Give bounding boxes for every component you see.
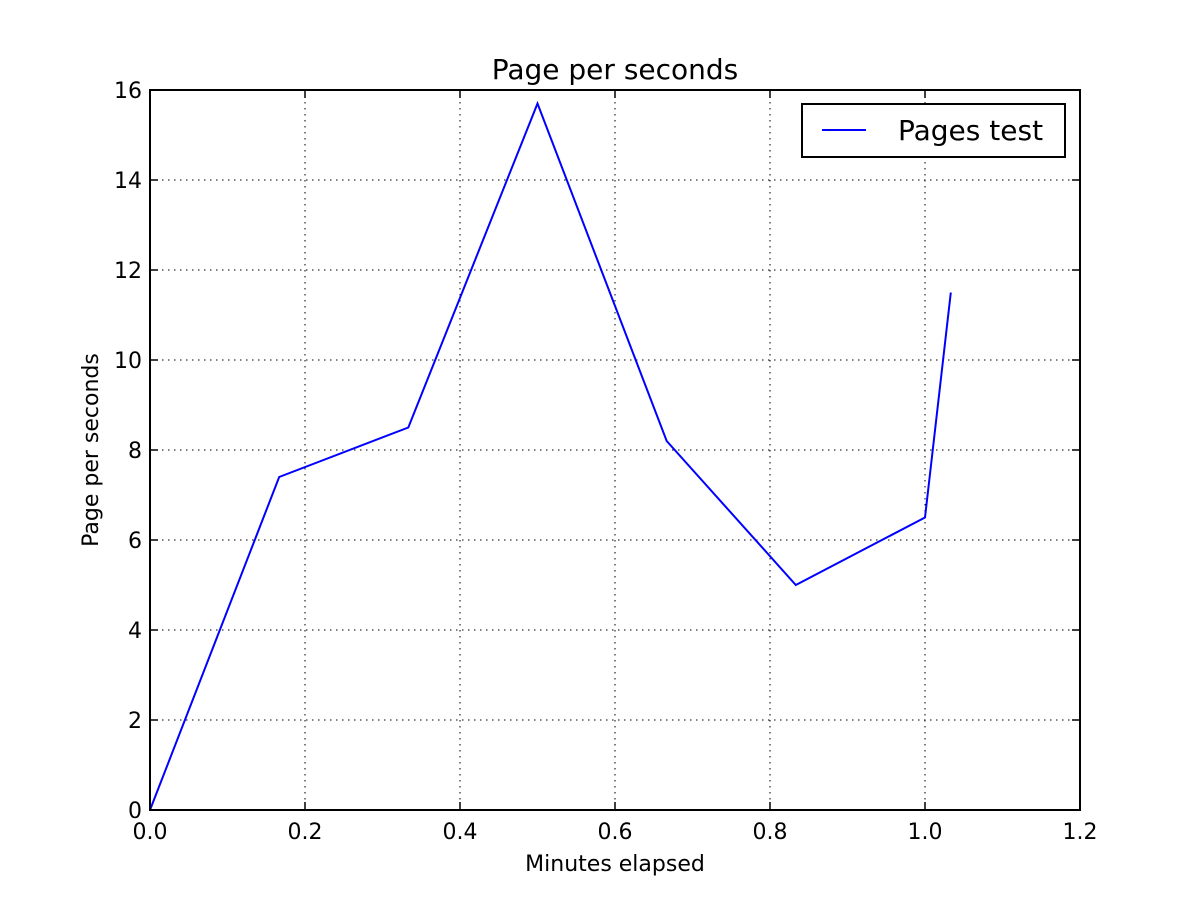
legend-box: [801, 103, 1066, 158]
x-tick-label: 1.0: [908, 820, 943, 845]
grid-layer: [150, 90, 1080, 810]
y-tick-label: 6: [128, 529, 142, 554]
x-tick-label: 0.4: [443, 820, 478, 845]
y-tick-label: 12: [114, 259, 142, 284]
x-tick-label: 0.8: [753, 820, 788, 845]
y-tick-label: 2: [128, 709, 142, 734]
x-axis-title: Minutes elapsed: [525, 852, 705, 877]
legend-label-pages-test: Pages test: [898, 114, 1043, 147]
ticks-layer: [149, 89, 1081, 811]
tick-labels-layer: 0.0 0.2 0.4 0.6 0.8 1.0 1.2 0 2 4 6 8 10 12 14 16: [114, 79, 1098, 845]
y-tick-label: 16: [114, 79, 142, 104]
x-tick-label: 0.2: [288, 820, 323, 845]
x-tick-label: 1.2: [1063, 820, 1098, 845]
y-tick-label: 14: [114, 169, 142, 194]
y-tick-label: 10: [114, 349, 142, 374]
y-axis-title: Page per seconds: [79, 353, 104, 547]
series-line-pages-test: [149, 100, 952, 811]
y-tick-label: 4: [128, 619, 142, 644]
y-tick-label: 8: [128, 439, 142, 464]
chart-title: Page per seconds: [492, 53, 739, 86]
series-layer: [149, 100, 952, 811]
legend: Pages test: [801, 103, 1066, 158]
y-tick-label: 0: [128, 799, 142, 824]
x-tick-label: 0.6: [598, 820, 633, 845]
x-tick-label: 0.0: [133, 820, 168, 845]
